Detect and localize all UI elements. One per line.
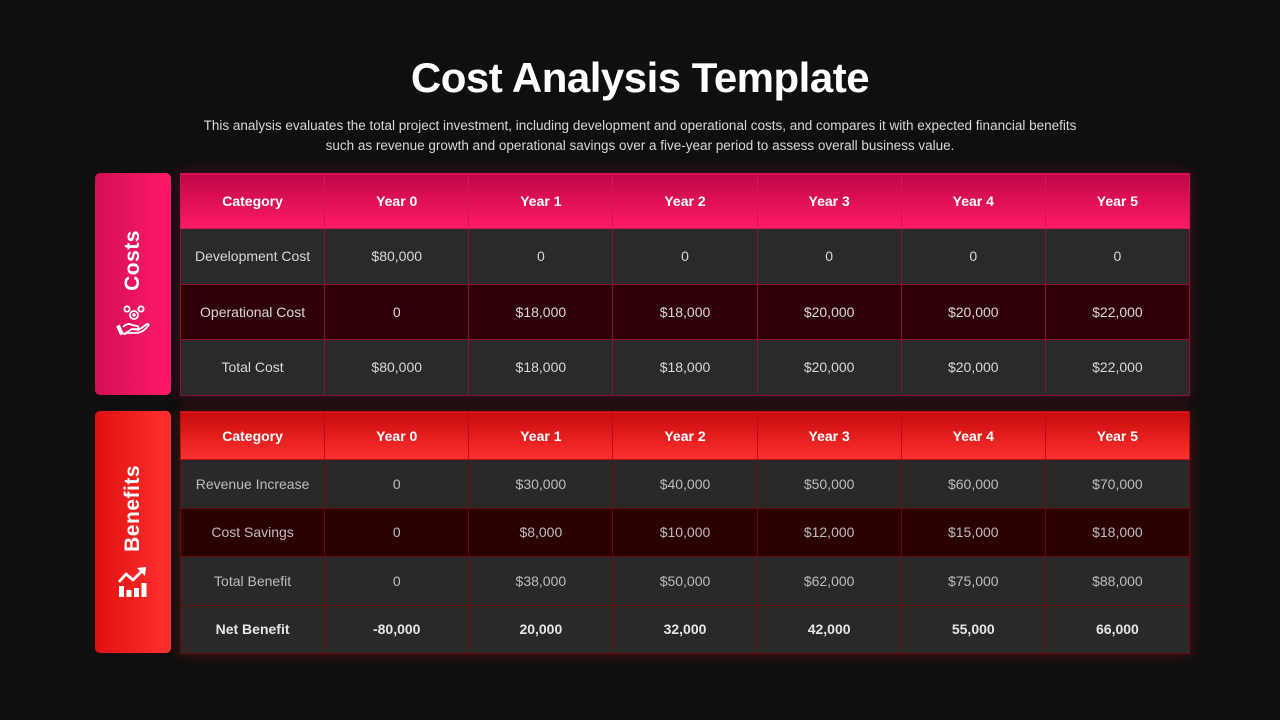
cell: 55,000 (900, 604, 1046, 654)
cell: $10,000 (612, 507, 758, 557)
cell: $8,000 (468, 507, 614, 557)
column-header-year-4: Year 4 (900, 173, 1046, 229)
net-benefit-row: Net Benefit -80,000 20,000 32,000 42,000… (179, 604, 1191, 654)
benefits-label-text: Benefits (121, 464, 144, 552)
row-category: Cost Savings (179, 507, 326, 557)
cell: $18,000 (468, 339, 614, 396)
cell: 0 (612, 228, 758, 285)
cell: 0 (756, 228, 902, 285)
page-subtitle: This analysis evaluates the total projec… (203, 118, 1077, 153)
cell: $18,000 (612, 339, 758, 396)
cell: $22,000 (1044, 283, 1191, 340)
row-category: Net Benefit (179, 604, 326, 654)
column-header-year-0: Year 0 (324, 173, 470, 229)
column-header-year-1: Year 1 (468, 173, 614, 229)
cell: $80,000 (324, 339, 470, 396)
cell: 0 (324, 556, 470, 606)
table-row: Development Cost $80,000 0 0 0 0 0 (179, 228, 1191, 285)
table-row: Total Cost $80,000 $18,000 $18,000 $20,0… (179, 339, 1191, 396)
cell: $62,000 (756, 556, 902, 606)
column-header-year-5: Year 5 (1044, 173, 1191, 229)
cell: $20,000 (900, 283, 1046, 340)
cell: $18,000 (612, 283, 758, 340)
cell: 0 (324, 507, 470, 557)
cell: $22,000 (1044, 339, 1191, 396)
row-category: Revenue Increase (179, 459, 326, 509)
cell: 0 (324, 283, 470, 340)
row-category: Total Cost (179, 339, 326, 396)
column-header-category: Category (179, 173, 326, 229)
cell: $50,000 (756, 459, 902, 509)
costs-label-text: Costs (121, 229, 144, 291)
page-title: Cost Analysis Template (410, 54, 870, 101)
cell: 32,000 (612, 604, 758, 654)
column-header-year-2: Year 2 (612, 411, 758, 460)
cell: 42,000 (756, 604, 902, 654)
column-header-year-1: Year 1 (468, 411, 614, 460)
cell: $18,000 (468, 283, 614, 340)
column-header-year-3: Year 3 (756, 411, 902, 460)
cell: -80,000 (324, 604, 470, 654)
cell: $38,000 (468, 556, 614, 606)
cell: $15,000 (900, 507, 1046, 557)
cell: $20,000 (900, 339, 1046, 396)
cell: $88,000 (1044, 556, 1191, 606)
cell: $20,000 (756, 339, 902, 396)
table-row: Total Benefit 0 $38,000 $50,000 $62,000 … (179, 556, 1191, 606)
table-row: Operational Cost 0 $18,000 $18,000 $20,0… (179, 283, 1191, 340)
column-header-category: Category (179, 411, 326, 460)
cell: $80,000 (324, 228, 470, 285)
cell: $30,000 (468, 459, 614, 509)
cell: $75,000 (900, 556, 1046, 606)
row-category: Operational Cost (179, 283, 326, 340)
cell: 20,000 (468, 604, 614, 654)
hand-coins-icon (116, 305, 150, 336)
benefits-table: Category Year 0 Year 1 Year 2 Year 3 Yea… (179, 411, 1191, 654)
column-header-year-4: Year 4 (900, 411, 1046, 460)
cell: $12,000 (756, 507, 902, 557)
row-category: Total Benefit (179, 556, 326, 606)
column-header-year-5: Year 5 (1044, 411, 1191, 460)
growth-chart-icon (117, 567, 147, 598)
costs-section-label: Costs (95, 173, 171, 395)
column-header-year-3: Year 3 (756, 173, 902, 229)
cell: $18,000 (1044, 507, 1191, 557)
benefits-section-label: Benefits (95, 411, 171, 653)
cell: 0 (324, 459, 470, 509)
cell: $50,000 (612, 556, 758, 606)
cell: 0 (900, 228, 1046, 285)
cell: 0 (1044, 228, 1191, 285)
costs-header-row: Category Year 0 Year 1 Year 2 Year 3 Yea… (179, 173, 1191, 229)
column-header-year-0: Year 0 (324, 411, 470, 460)
cell: $20,000 (756, 283, 902, 340)
cell: $70,000 (1044, 459, 1191, 509)
table-row: Cost Savings 0 $8,000 $10,000 $12,000 $1… (179, 507, 1191, 557)
cell: 66,000 (1044, 604, 1191, 654)
cell: 0 (468, 228, 614, 285)
row-category: Development Cost (179, 228, 326, 285)
costs-table: Category Year 0 Year 1 Year 2 Year 3 Yea… (179, 173, 1191, 396)
column-header-year-2: Year 2 (612, 173, 758, 229)
benefits-header-row: Category Year 0 Year 1 Year 2 Year 3 Yea… (179, 411, 1191, 460)
cell: $60,000 (900, 459, 1046, 509)
table-row: Revenue Increase 0 $30,000 $40,000 $50,0… (179, 459, 1191, 509)
cell: $40,000 (612, 459, 758, 509)
